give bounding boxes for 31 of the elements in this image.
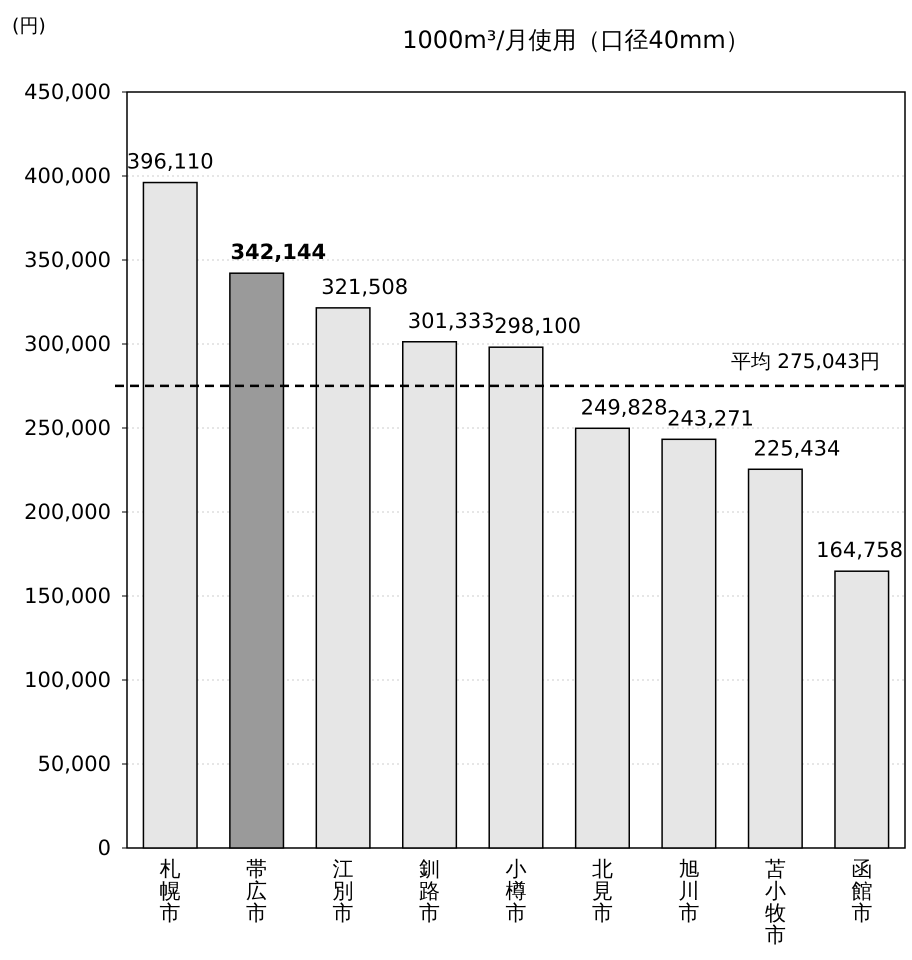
data-label: 225,434 [754, 436, 840, 460]
data-label: 301,333 [408, 308, 495, 333]
y-tick-label: 300,000 [24, 332, 111, 356]
data-label: 321,508 [321, 274, 408, 299]
data-label: 298,100 [494, 314, 582, 338]
chart-title: 1000m³/月使用（口径40mm） [402, 26, 750, 54]
data-label: 249,828 [580, 395, 668, 420]
data-label: 342,144 [230, 240, 326, 264]
y-tick-label: 0 [98, 836, 111, 860]
y-tick-label: 50,000 [38, 752, 111, 776]
x-tick-label: 江別市 [332, 857, 354, 925]
y-tick-label: 450,000 [24, 80, 111, 104]
data-label: 396,110 [126, 150, 214, 174]
x-tick-label: 札幌市 [160, 857, 181, 925]
x-tick-label: 苫小牧市 [764, 857, 786, 947]
x-tick-label: 北見市 [592, 857, 613, 925]
x-tick-label: 帯広市 [246, 857, 268, 925]
y-tick-label: 200,000 [24, 500, 111, 524]
x-tick-label: 釧路市 [419, 857, 440, 925]
data-label: 243,271 [667, 406, 754, 430]
x-tick-label: 函館市 [851, 857, 872, 925]
x-tick-label: 旭川市 [678, 857, 700, 925]
y-tick-label: 150,000 [24, 584, 111, 608]
y-axis-title: (円) [12, 15, 46, 37]
y-tick-label: 400,000 [24, 164, 111, 188]
y-tick-label: 250,000 [24, 416, 111, 440]
data-label: 164,758 [816, 538, 903, 562]
y-tick-label: 100,000 [24, 668, 111, 692]
x-tick-label: 小樽市 [506, 857, 526, 925]
y-tick-label: 350,000 [24, 248, 111, 272]
ref-line-label: 平均 275,043円 [730, 348, 880, 373]
